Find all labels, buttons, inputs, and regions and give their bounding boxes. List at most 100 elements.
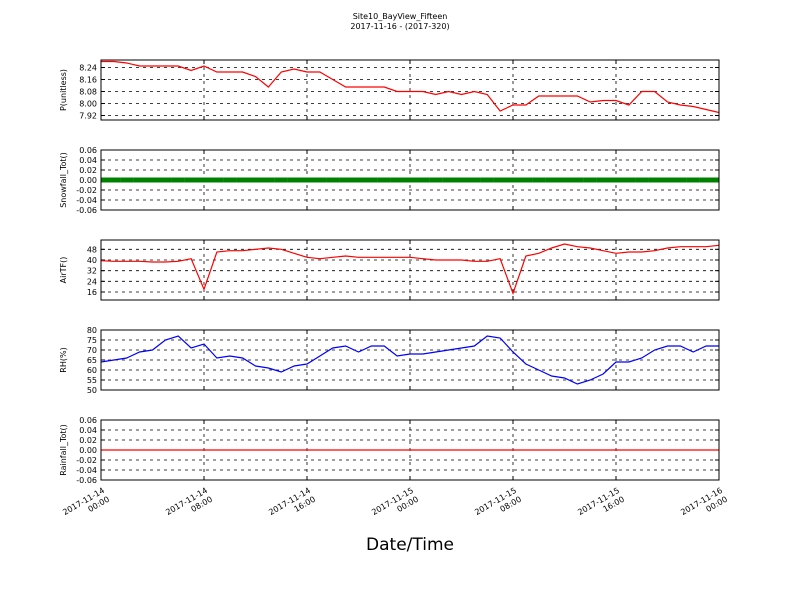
data-point bbox=[493, 177, 507, 183]
data-point bbox=[480, 177, 494, 183]
data-point bbox=[326, 177, 340, 183]
data-point bbox=[300, 177, 314, 183]
data-point bbox=[545, 177, 559, 183]
y-tick-label: 40 bbox=[87, 256, 97, 265]
plot-area bbox=[101, 60, 719, 114]
data-point bbox=[416, 177, 430, 183]
data-point bbox=[622, 177, 636, 183]
axes-frame bbox=[100, 329, 720, 391]
plot-area bbox=[101, 243, 719, 296]
y-tick-label: 0.06 bbox=[79, 146, 97, 155]
data-point bbox=[532, 177, 546, 183]
y-tick-label: 8.24 bbox=[79, 64, 97, 73]
y-tick-label: 0.00 bbox=[79, 446, 97, 455]
y-axis-label: P(unitless) bbox=[59, 69, 68, 111]
y-tick-label: -0.02 bbox=[76, 186, 97, 195]
data-point bbox=[101, 177, 108, 183]
data-point bbox=[712, 177, 719, 183]
data-point bbox=[442, 177, 456, 183]
y-tick-label: 0.04 bbox=[79, 156, 97, 165]
plot-area bbox=[101, 177, 719, 183]
data-point bbox=[120, 177, 134, 183]
y-tick-label: 32 bbox=[87, 267, 97, 276]
y-axis-label: Snowfall_Tot() bbox=[59, 152, 68, 208]
data-point bbox=[210, 177, 224, 183]
y-tick-label: 16 bbox=[87, 288, 97, 297]
y-tick-label: 0.04 bbox=[79, 426, 97, 435]
data-point bbox=[261, 177, 275, 183]
data-point bbox=[352, 177, 365, 183]
data-line bbox=[101, 60, 719, 114]
data-point bbox=[158, 177, 172, 183]
y-tick-label: 55 bbox=[87, 376, 97, 385]
x-axis-label: Date/Time bbox=[366, 535, 454, 555]
data-point bbox=[313, 177, 327, 183]
y-tick-label: -0.04 bbox=[76, 466, 97, 475]
y-tick-label: 0.06 bbox=[79, 416, 97, 425]
data-point bbox=[274, 177, 288, 183]
axes-frame bbox=[100, 239, 720, 301]
chart-subtitle: 2017-11-16 - (2017-320) bbox=[350, 22, 449, 31]
data-point bbox=[197, 177, 211, 183]
y-axis-label: RH(%) bbox=[59, 347, 68, 372]
data-point bbox=[236, 177, 250, 183]
y-tick-label: 65 bbox=[87, 356, 97, 365]
data-point bbox=[146, 177, 159, 183]
data-point bbox=[429, 177, 443, 183]
axes-frame bbox=[100, 59, 720, 121]
data-point bbox=[107, 177, 121, 183]
y-tick-label: 7.92 bbox=[79, 112, 97, 121]
y-tick-label: 0.02 bbox=[79, 436, 97, 445]
data-point bbox=[635, 177, 649, 183]
data-point bbox=[686, 177, 700, 183]
axes-frame bbox=[100, 149, 720, 211]
y-tick-label: 48 bbox=[87, 245, 97, 254]
data-point bbox=[558, 177, 571, 183]
data-point bbox=[364, 177, 378, 183]
y-tick-label: 24 bbox=[87, 277, 97, 286]
data-point bbox=[673, 177, 687, 183]
data-point bbox=[570, 177, 584, 183]
y-tick-label: 60 bbox=[87, 366, 97, 375]
data-point bbox=[583, 177, 597, 183]
data-point bbox=[249, 177, 262, 183]
y-tick-label: -0.04 bbox=[76, 196, 97, 205]
data-line bbox=[101, 335, 719, 385]
data-point bbox=[390, 177, 404, 183]
data-point bbox=[133, 177, 147, 183]
data-line bbox=[101, 243, 719, 296]
data-point bbox=[648, 177, 662, 183]
y-tick-label: 75 bbox=[87, 336, 97, 345]
data-point bbox=[377, 177, 391, 183]
y-tick-label: 8.16 bbox=[79, 76, 97, 85]
y-tick-label: 80 bbox=[87, 326, 97, 335]
data-point bbox=[287, 177, 301, 183]
plot-area bbox=[101, 335, 719, 385]
data-point bbox=[467, 177, 481, 183]
y-tick-label: 8.00 bbox=[79, 100, 97, 109]
y-tick-label: -0.06 bbox=[76, 476, 97, 485]
data-point bbox=[661, 177, 674, 183]
y-tick-label: 0.00 bbox=[79, 176, 97, 185]
data-point bbox=[609, 177, 623, 183]
y-tick-label: -0.06 bbox=[76, 206, 97, 215]
y-tick-label: 50 bbox=[87, 386, 97, 395]
y-tick-label: 8.08 bbox=[79, 88, 97, 97]
data-point bbox=[455, 177, 468, 183]
y-tick-label: 70 bbox=[87, 346, 97, 355]
data-point bbox=[339, 177, 353, 183]
data-point bbox=[506, 177, 520, 183]
y-tick-label: 0.02 bbox=[79, 166, 97, 175]
chart-title: Site10_BayView_Fifteen bbox=[353, 12, 448, 21]
data-point bbox=[171, 177, 185, 183]
data-point bbox=[223, 177, 237, 183]
y-tick-label: -0.02 bbox=[76, 456, 97, 465]
y-axis-label: AirTF() bbox=[59, 257, 68, 284]
data-point bbox=[184, 177, 198, 183]
data-point bbox=[519, 177, 533, 183]
y-axis-label: Rainfall_Tot() bbox=[59, 424, 68, 476]
data-point bbox=[596, 177, 610, 183]
axes-frame bbox=[100, 419, 720, 481]
data-point bbox=[403, 177, 417, 183]
